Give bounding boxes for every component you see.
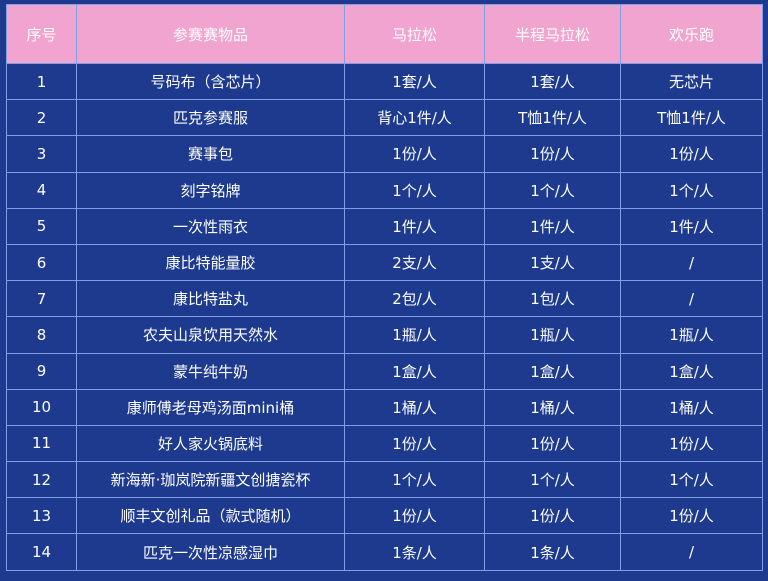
cell-index: 9 [6, 352, 77, 390]
cell-marathon: 1份/人 [344, 135, 485, 173]
cell-half-marathon: T恤1件/人 [484, 99, 621, 137]
cell-fun-run: 1份/人 [620, 497, 763, 535]
cell-index: 3 [6, 135, 77, 173]
cell-marathon: 背心1件/人 [344, 99, 485, 137]
cell-marathon: 1桶/人 [344, 388, 485, 426]
cell-item: 赛事包 [76, 135, 345, 173]
cell-half-marathon: 1个/人 [484, 171, 621, 209]
cell-index: 8 [6, 316, 77, 354]
cell-index: 6 [6, 243, 77, 282]
cell-fun-run: 1瓶/人 [620, 316, 763, 354]
cell-fun-run: 1盒/人 [620, 352, 763, 390]
cell-item: 好人家火锅底料 [76, 424, 345, 463]
cell-index: 4 [6, 171, 77, 209]
cell-half-marathon: 1份/人 [484, 424, 621, 463]
cell-half-marathon: 1份/人 [484, 497, 621, 535]
header-fun-run: 欢乐跑 [620, 4, 763, 64]
cell-half-marathon: 1瓶/人 [484, 316, 621, 354]
cell-fun-run: T恤1件/人 [620, 99, 763, 137]
table-header-row: 序号 参赛赛物品 马拉松 半程马拉松 欢乐跑 [6, 4, 763, 64]
cell-marathon: 2包/人 [344, 280, 485, 318]
cell-index: 7 [6, 280, 77, 318]
cell-index: 11 [6, 424, 77, 463]
table-row: 14 匹克一次性凉感湿巾 1条/人 1条/人 / [6, 533, 763, 571]
cell-marathon: 1份/人 [344, 497, 485, 535]
table-row: 5 一次性雨衣 1件/人 1件/人 1件/人 [6, 207, 763, 245]
cell-half-marathon: 1桶/人 [484, 388, 621, 426]
cell-marathon: 2支/人 [344, 243, 485, 282]
cell-marathon: 1个/人 [344, 461, 485, 499]
cell-fun-run: 1份/人 [620, 135, 763, 173]
cell-marathon: 1瓶/人 [344, 316, 485, 354]
cell-half-marathon: 1条/人 [484, 533, 621, 571]
table-row: 1 号码布（含芯片） 1套/人 1套/人 无芯片 [6, 62, 763, 101]
cell-marathon: 1份/人 [344, 424, 485, 463]
cell-fun-run: 1件/人 [620, 207, 763, 245]
table-row: 12 新海新·珈岚院新疆文创搪瓷杯 1个/人 1个/人 1个/人 [6, 461, 763, 499]
cell-marathon: 1件/人 [344, 207, 485, 245]
cell-index: 12 [6, 461, 77, 499]
table-row: 13 顺丰文创礼品（款式随机） 1份/人 1份/人 1份/人 [6, 497, 763, 535]
cell-marathon: 1盒/人 [344, 352, 485, 390]
table-row: 10 康师傅老母鸡汤面mini桶 1桶/人 1桶/人 1桶/人 [6, 388, 763, 426]
cell-half-marathon: 1盒/人 [484, 352, 621, 390]
cell-half-marathon: 1支/人 [484, 243, 621, 282]
table-row: 4 刻字铭牌 1个/人 1个/人 1个/人 [6, 171, 763, 209]
cell-item: 蒙牛纯牛奶 [76, 352, 345, 390]
table-row: 7 康比特盐丸 2包/人 1包/人 / [6, 280, 763, 318]
cell-half-marathon: 1件/人 [484, 207, 621, 245]
table-row: 9 蒙牛纯牛奶 1盒/人 1盒/人 1盒/人 [6, 352, 763, 390]
cell-item: 匹克参赛服 [76, 99, 345, 137]
cell-half-marathon: 1套/人 [484, 62, 621, 101]
cell-half-marathon: 1包/人 [484, 280, 621, 318]
cell-index: 1 [6, 62, 77, 101]
cell-fun-run: 1桶/人 [620, 388, 763, 426]
cell-item: 康师傅老母鸡汤面mini桶 [76, 388, 345, 426]
cell-item: 康比特能量胶 [76, 243, 345, 282]
table-row: 2 匹克参赛服 背心1件/人 T恤1件/人 T恤1件/人 [6, 99, 763, 137]
header-marathon: 马拉松 [344, 4, 485, 64]
table-row: 3 赛事包 1份/人 1份/人 1份/人 [6, 135, 763, 173]
cell-fun-run: / [620, 243, 763, 282]
cell-item: 一次性雨衣 [76, 207, 345, 245]
cell-fun-run: 1个/人 [620, 171, 763, 209]
cell-index: 10 [6, 388, 77, 426]
cell-item: 刻字铭牌 [76, 171, 345, 209]
header-item: 参赛赛物品 [76, 4, 345, 64]
cell-marathon: 1条/人 [344, 533, 485, 571]
cell-fun-run: 1个/人 [620, 461, 763, 499]
cell-half-marathon: 1份/人 [484, 135, 621, 173]
cell-half-marathon: 1个/人 [484, 461, 621, 499]
cell-item: 匹克一次性凉感湿巾 [76, 533, 345, 571]
cell-item: 农夫山泉饮用天然水 [76, 316, 345, 354]
header-index: 序号 [6, 4, 77, 64]
table-row: 6 康比特能量胶 2支/人 1支/人 / [6, 243, 763, 282]
cell-item: 新海新·珈岚院新疆文创搪瓷杯 [76, 461, 345, 499]
cell-index: 2 [6, 99, 77, 137]
table-row: 11 好人家火锅底料 1份/人 1份/人 1份/人 [6, 424, 763, 463]
table-row: 8 农夫山泉饮用天然水 1瓶/人 1瓶/人 1瓶/人 [6, 316, 763, 354]
race-kit-table-container: 序号 参赛赛物品 马拉松 半程马拉松 欢乐跑 1 号码布（含芯片） 1套/人 1套/人… [6, 4, 763, 571]
cell-index: 14 [6, 533, 77, 571]
cell-marathon: 1个/人 [344, 171, 485, 209]
cell-item: 康比特盐丸 [76, 280, 345, 318]
cell-fun-run: 无芯片 [620, 62, 763, 101]
cell-index: 5 [6, 207, 77, 245]
cell-index: 13 [6, 497, 77, 535]
cell-fun-run: 1份/人 [620, 424, 763, 463]
cell-item: 号码布（含芯片） [76, 62, 345, 101]
cell-fun-run: / [620, 280, 763, 318]
cell-marathon: 1套/人 [344, 62, 485, 101]
cell-item: 顺丰文创礼品（款式随机） [76, 497, 345, 535]
cell-fun-run: / [620, 533, 763, 571]
race-kit-table: 序号 参赛赛物品 马拉松 半程马拉松 欢乐跑 1 号码布（含芯片） 1套/人 1套/人… [6, 4, 763, 571]
header-half-marathon: 半程马拉松 [484, 4, 621, 64]
